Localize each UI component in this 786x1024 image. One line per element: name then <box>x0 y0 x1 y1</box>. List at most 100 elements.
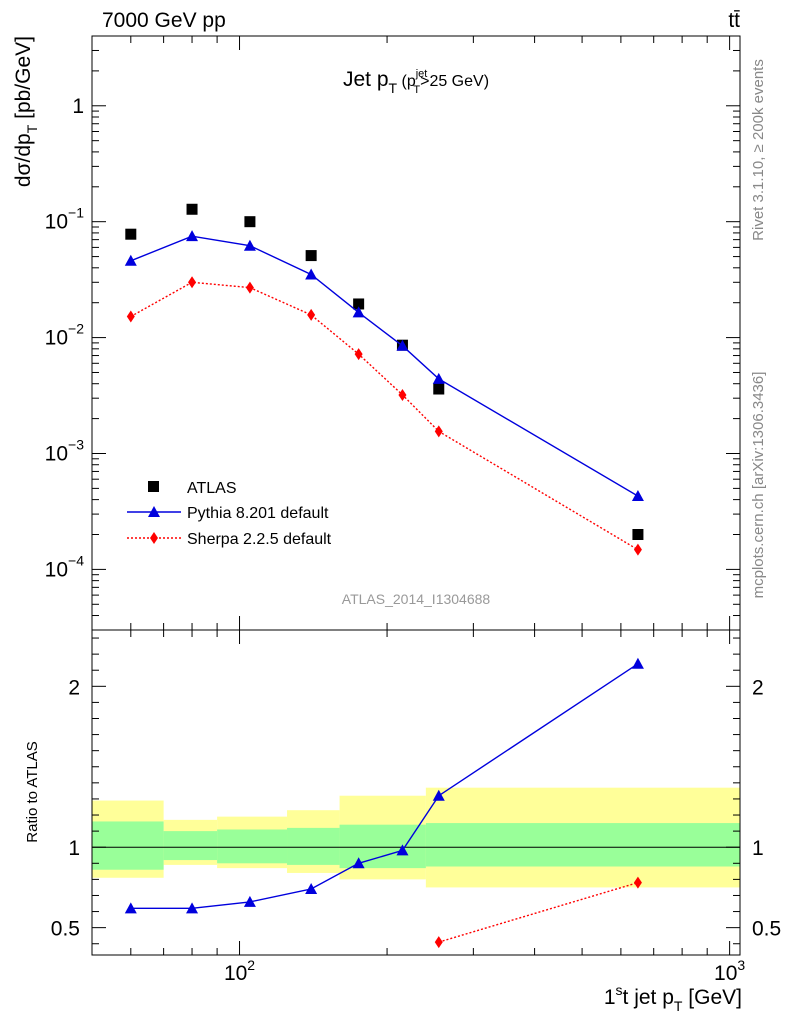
main-y-axis-label-sub: T <box>24 124 40 133</box>
ratio-band-inner <box>217 829 288 864</box>
legend-entry-pythia: Pythia 8.201 default <box>127 505 329 522</box>
ratio-plot-area <box>92 657 740 949</box>
ratio-x-tick-labels: 102 103 <box>224 957 745 985</box>
main-y-tick-label-base: 10 <box>45 558 68 581</box>
main-title-paren-open: (p <box>397 73 416 90</box>
main-point-atlas <box>632 529 644 541</box>
x-axis-label-unit: [GeV] <box>682 986 742 1009</box>
main-y-tick-label-base: 10 <box>45 211 68 234</box>
main-point-pythia <box>243 239 256 251</box>
ratio-axis-ticks <box>91 630 740 955</box>
main-y-axis-label: dσ/dpT [pb/GeV] <box>12 36 40 187</box>
x-axis-label-mid: t jet p <box>623 986 674 1009</box>
main-y-tick-label-exp: −1 <box>68 205 84 221</box>
main-series-line-pythia <box>130 235 639 497</box>
x-axis-label-text: 1 <box>604 986 616 1009</box>
main-y-tick-label: 10−2 <box>45 321 85 350</box>
legend-label-atlas: ATLAS <box>187 480 237 497</box>
main-point-atlas <box>305 250 317 262</box>
ratio-point-sherpa <box>633 876 642 889</box>
main-title: Jet pT (pjet T>25 GeV) <box>343 68 489 96</box>
ratio-point-pythia <box>352 857 365 869</box>
x-tick-label-exp: 2 <box>247 957 255 973</box>
ratio-y-tick-label-right: 2 <box>752 676 764 699</box>
main-y-axis-label-unit: [pb/GeV] <box>12 36 35 125</box>
ratio-point-pythia <box>124 902 137 914</box>
main-y-tick-label: 10−3 <box>45 436 85 465</box>
legend-marker-atlas <box>148 481 159 492</box>
ratio-y-tick-label-right: 1 <box>752 837 764 860</box>
main-point-atlas <box>353 298 365 310</box>
main-point-pythia <box>352 306 365 318</box>
x-axis-label: 1st jet pT [GeV] <box>604 982 742 1014</box>
main-y-tick-label: 1 <box>72 95 84 118</box>
ratio-band-inner <box>163 831 218 861</box>
main-point-atlas <box>186 203 198 215</box>
main-point-sherpa <box>398 388 407 401</box>
ratio-series-line-pythia <box>130 663 639 909</box>
ratio-point-sherpa <box>434 936 443 949</box>
x-axis-label-sub: T <box>674 998 683 1014</box>
legend: ATLAS Pythia 8.201 default Sherpa 2.2.5 … <box>127 480 332 548</box>
ratio-point-pythia <box>396 844 409 856</box>
energy-label: 7000 GeV pp <box>102 9 226 32</box>
legend-marker-sherpa <box>150 532 158 544</box>
main-point-sherpa <box>188 276 197 289</box>
ratio-y-tick-label-left: 1 <box>68 837 80 860</box>
legend-entry-atlas: ATLAS <box>148 480 237 497</box>
ratio-band-inner <box>92 821 164 870</box>
ratio-band-inner <box>339 824 426 869</box>
main-y-tick-label-exp: −4 <box>68 552 84 568</box>
main-point-sherpa <box>245 281 254 294</box>
main-point-sherpa <box>633 543 642 556</box>
analysis-id-label: ATLAS_2014_I1304688 <box>342 591 491 607</box>
ratio-panel-frame <box>91 629 741 956</box>
main-y-tick-label-exp: −3 <box>68 436 84 452</box>
main-point-pythia <box>305 268 318 280</box>
main-panel: 10−410−310−210−11 Jet pT (pjet T>25 GeV) … <box>12 35 741 631</box>
legend-label-sherpa: Sherpa 2.2.5 default <box>187 531 332 548</box>
main-point-atlas <box>433 383 445 395</box>
x-tick-label: 102 <box>224 957 255 985</box>
main-point-atlas <box>244 216 256 228</box>
main-title-paren-sup: jet <box>415 68 428 80</box>
ratio-series-line-sherpa <box>438 881 639 943</box>
x-tick-label-base: 10 <box>224 962 247 985</box>
x-axis-label-sup: s <box>616 982 623 998</box>
main-point-sherpa <box>434 425 443 438</box>
legend-label-pythia: Pythia 8.201 default <box>187 505 329 522</box>
main-axis-ticks <box>91 35 740 631</box>
x-tick-label-base: 10 <box>714 962 737 985</box>
ratio-point-pythia <box>305 883 318 895</box>
main-y-tick-label-base: 10 <box>45 327 68 350</box>
legend-marker-pythia <box>148 506 160 517</box>
main-y-tick-label: 10−1 <box>45 205 85 234</box>
ratio-point-pythia <box>243 895 256 907</box>
main-point-pythia <box>432 372 445 384</box>
legend-entry-sherpa: Sherpa 2.2.5 default <box>127 531 332 548</box>
main-y-axis-label-text: dσ/dp <box>12 133 35 187</box>
ratio-band-inner <box>425 823 740 867</box>
ratio-series <box>124 657 644 949</box>
ratio-panel: 0.5 0.51 12 2 102 103 Ratio to ATLAS 1st jet… <box>24 629 781 1014</box>
main-title-paren-close: >25 GeV) <box>420 73 489 90</box>
main-point-pythia <box>396 339 409 351</box>
main-y-tick-labels: 10−410−310−210−11 <box>45 95 85 582</box>
main-title-paren-sub: T <box>413 84 420 96</box>
main-point-atlas <box>125 228 137 240</box>
main-point-sherpa <box>354 348 363 361</box>
x-tick-label: 103 <box>714 957 745 985</box>
main-title-text: Jet p <box>343 68 389 91</box>
ratio-y-axis-label: Ratio to ATLAS <box>24 741 41 842</box>
ratio-band-inner <box>287 827 340 865</box>
main-point-pythia <box>631 489 644 501</box>
ratio-point-pythia <box>186 902 199 914</box>
main-y-tick-label-exp: −2 <box>68 321 84 337</box>
main-title-sub: T <box>389 80 398 96</box>
x-tick-label-exp: 3 <box>737 957 745 973</box>
ratio-y-tick-labels: 0.5 0.5 1 1 2 2 <box>51 676 781 940</box>
main-y-tick-label: 10−4 <box>45 552 85 581</box>
main-plot-area <box>124 203 644 556</box>
main-point-pythia <box>124 254 137 266</box>
